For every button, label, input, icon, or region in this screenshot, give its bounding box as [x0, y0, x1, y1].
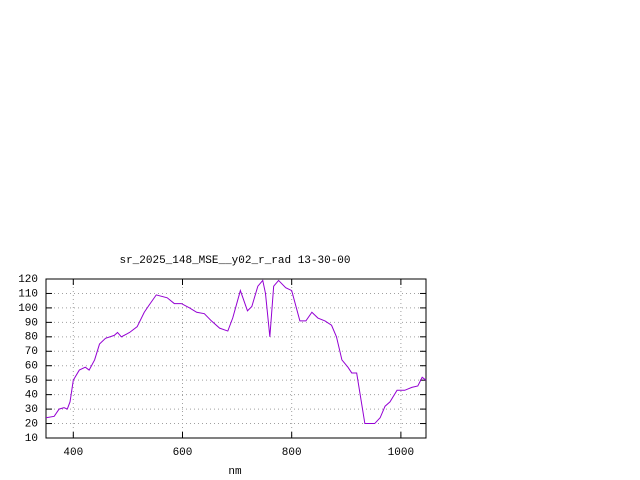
data-line: [45, 279, 427, 425]
y-tick-label: 20: [25, 418, 38, 430]
y-tick-label: 10: [25, 433, 38, 445]
y-tick-label: 50: [25, 375, 38, 387]
x-tick-label: 1000: [388, 447, 414, 459]
y-tick-label: 100: [18, 303, 38, 315]
y-tick-label: 70: [25, 346, 38, 358]
x-axis-label: nm: [228, 466, 242, 478]
y-tick-label: 60: [25, 361, 38, 373]
y-tick-label: 40: [25, 390, 38, 402]
y-tick-label: 90: [25, 317, 38, 329]
x-tick-label: 800: [282, 447, 302, 459]
x-tick-label: 400: [63, 447, 83, 459]
y-tick-label: 80: [25, 332, 38, 344]
plot-frame: [45, 278, 427, 439]
y-tick-label: 30: [25, 404, 38, 416]
x-tick-label: 600: [173, 447, 193, 459]
y-tick-label: 120: [18, 274, 38, 286]
y-tick-label: 110: [18, 288, 38, 300]
chart-title: sr_2025_148_MSE__y02_r_rad 13-30-00: [119, 255, 350, 267]
